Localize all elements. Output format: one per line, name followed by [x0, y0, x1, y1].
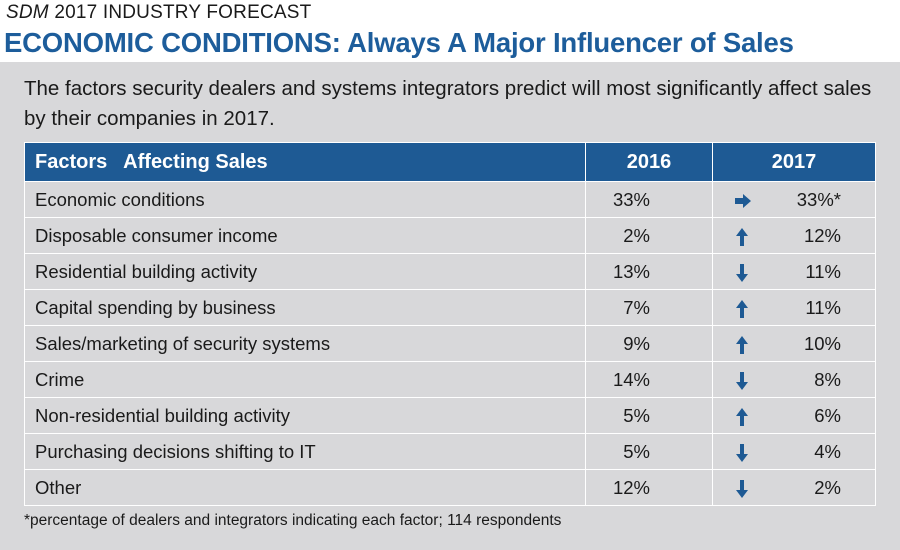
factor-cell: Capital spending by business	[24, 289, 586, 326]
table-row: Residential building activity 13% 11%	[24, 253, 876, 290]
brand: SDM	[6, 2, 49, 23]
value-2016: 5%	[585, 397, 713, 434]
trend-arrow	[736, 228, 748, 246]
table-row: Capital spending by business 7% 11%	[24, 289, 876, 326]
value-2017: 11%	[712, 289, 876, 326]
factor-cell: Economic conditions	[24, 181, 586, 218]
value-2016: 7%	[585, 289, 713, 326]
footnote: *percentage of dealers and integrators i…	[24, 512, 562, 529]
value-2017: 4%	[712, 433, 876, 470]
table-row: Crime 14% 8%	[24, 361, 876, 398]
table-row: Purchasing decisions shifting to IT 5% 4%	[24, 433, 876, 470]
table-row: Sales/marketing of security systems 9% 10%	[24, 325, 876, 362]
value-2016: 12%	[585, 469, 713, 506]
trend-arrow	[736, 408, 748, 426]
table-row: Economic conditions 33% 33%*	[24, 181, 876, 218]
header-row: Factors Affecting Sales 2016 2017	[24, 142, 876, 182]
factor-cell: Residential building activity	[24, 253, 586, 290]
column-header: Factors Affecting Sales	[24, 142, 586, 182]
header-band: SDM 2017 INDUSTRY FORECAST ECONOMIC COND…	[0, 0, 900, 62]
trend-arrow	[736, 444, 748, 462]
value-2017: 8%	[712, 361, 876, 398]
table-row: Other 12% 2%	[24, 469, 876, 506]
trend-arrow	[736, 480, 748, 498]
table-row: Disposable consumer income 2% 12%	[24, 217, 876, 254]
value-2016: 13%	[585, 253, 713, 290]
table-body: Economic conditions 33% 33%* Disposable con…	[24, 181, 876, 506]
value-2016: 9%	[585, 325, 713, 362]
intro: The factors security dealers and systems…	[24, 77, 872, 130]
value-2016: 5%	[585, 433, 713, 470]
trend-arrow	[735, 194, 751, 208]
table: Factors Affecting Sales 2016 2017 Econom…	[24, 142, 876, 506]
factor-cell: Crime	[24, 361, 586, 398]
factor-cell: Purchasing decisions shifting to IT	[24, 433, 586, 470]
trend-arrow	[736, 264, 748, 282]
trend-arrow	[736, 300, 748, 318]
kicker-text: 2017 INDUSTRY FORECAST	[54, 2, 312, 23]
value-2016: 14%	[585, 361, 713, 398]
kicker: SDM 2017 INDUSTRY FORECAST	[6, 2, 311, 24]
factor-cell: Other	[24, 469, 586, 506]
value-2017: 33%*	[712, 181, 876, 218]
factor-cell: Non-residential building activity	[24, 397, 586, 434]
trend-arrow	[736, 336, 748, 354]
trend-arrow	[736, 372, 748, 390]
value-2016: 2%	[585, 217, 713, 254]
factor-cell: Sales/marketing of security systems	[24, 325, 586, 362]
column-header: 2017	[712, 142, 876, 182]
value-2017: 6%	[712, 397, 876, 434]
value-2017: 11%	[712, 253, 876, 290]
value-2017: 12%	[712, 217, 876, 254]
factor-cell: Disposable consumer income	[24, 217, 586, 254]
title: ECONOMIC CONDITIONS: Always A Major Infl…	[4, 27, 794, 58]
value-2016: 33%	[585, 181, 713, 218]
value-2017: 2%	[712, 469, 876, 506]
table-row: Non-residential building activity 5% 6%	[24, 397, 876, 434]
column-header: 2016	[585, 142, 713, 182]
value-2017: 10%	[712, 325, 876, 362]
